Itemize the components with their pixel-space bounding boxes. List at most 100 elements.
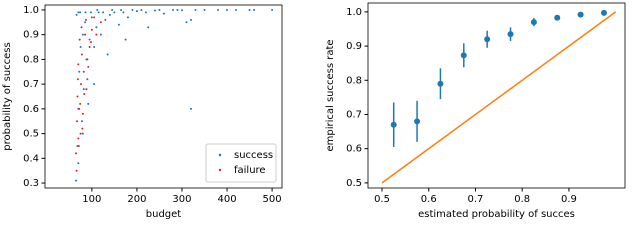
point (80, 26, 83, 29)
point (85, 18, 88, 21)
point (99, 21, 102, 24)
point (77, 162, 80, 165)
point (90, 28, 93, 31)
point (82, 70, 85, 73)
point (77, 11, 80, 14)
y-tick-label: 0.8 (346, 75, 362, 86)
x-axis-label: estimated probability of succes (418, 209, 575, 220)
point (104, 18, 107, 21)
point (80, 53, 83, 56)
point (75, 120, 78, 123)
y-tick-label: 0.9 (346, 41, 362, 52)
point (194, 8, 197, 11)
point (217, 8, 220, 11)
point (189, 18, 192, 21)
y-axis-label: probability of success (2, 42, 13, 150)
point (85, 88, 88, 91)
point (93, 46, 96, 49)
point (96, 8, 99, 11)
point (120, 8, 123, 11)
point (106, 53, 109, 56)
point (235, 8, 238, 11)
y-tick-label: 0.6 (23, 104, 39, 115)
y-tick-label: 0.5 (23, 129, 39, 140)
point (90, 16, 93, 19)
y-tick-label: 0.8 (23, 54, 39, 65)
point (507, 31, 514, 38)
point (99, 33, 102, 36)
point (75, 152, 78, 155)
point (124, 38, 127, 41)
point (80, 83, 83, 86)
point (390, 121, 397, 128)
y-tick-label: 0.5 (346, 178, 362, 189)
x-tick-label: 200 (127, 194, 146, 205)
y-tick-label: 1.0 (346, 7, 362, 18)
point (140, 8, 143, 11)
point (77, 137, 80, 140)
legend-marker (218, 168, 222, 172)
point (185, 21, 188, 24)
y-tick-label: 0.3 (23, 178, 39, 189)
x-tick-label: 0.8 (514, 194, 530, 205)
point (78, 70, 81, 73)
point (153, 9, 156, 12)
legend (205, 143, 277, 183)
point (86, 58, 89, 61)
x-tick-label: 0.9 (561, 194, 577, 205)
point (176, 8, 179, 11)
x-tick-label: 100 (82, 194, 101, 205)
legend-marker (218, 153, 222, 157)
point (79, 11, 82, 14)
point (88, 38, 91, 41)
x-tick-label: 300 (172, 194, 191, 205)
y-tick-label: 0.9 (23, 30, 39, 41)
y-axis-label: empirical success rate (325, 39, 336, 151)
point (253, 8, 256, 11)
point (97, 11, 100, 14)
point (84, 33, 87, 36)
point (600, 9, 607, 16)
point (203, 8, 206, 11)
point (437, 80, 444, 87)
point (75, 169, 78, 172)
point (84, 11, 87, 14)
legend-label: success (234, 150, 273, 161)
point (135, 10, 138, 13)
reference-line (381, 11, 617, 184)
point (75, 13, 78, 16)
point (554, 14, 561, 21)
point (82, 88, 85, 91)
point (122, 11, 125, 14)
point (89, 11, 92, 14)
point (226, 8, 229, 11)
y-tick-label: 0.7 (23, 79, 39, 90)
y-tick-label: 0.6 (346, 144, 362, 155)
point (76, 95, 79, 98)
point (108, 13, 111, 16)
point (81, 112, 84, 115)
point (271, 8, 274, 11)
point (484, 36, 491, 43)
point (530, 19, 537, 26)
point (89, 41, 92, 44)
point (414, 118, 421, 125)
point (93, 83, 96, 86)
x-axis-label: budget (146, 209, 182, 220)
point (76, 78, 79, 81)
point (81, 33, 84, 36)
point (248, 8, 251, 11)
point (88, 46, 91, 49)
point (162, 12, 165, 15)
point (77, 144, 80, 147)
point (79, 46, 82, 49)
x-tick-label: 0.6 (421, 194, 437, 205)
point (81, 132, 84, 135)
x-tick-label: 0.5 (374, 194, 390, 205)
point (84, 21, 87, 24)
point (78, 107, 81, 110)
point (131, 8, 134, 11)
point (87, 102, 90, 105)
point (95, 33, 98, 36)
